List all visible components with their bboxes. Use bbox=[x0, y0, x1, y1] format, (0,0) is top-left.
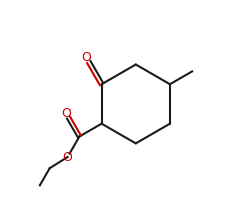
Text: O: O bbox=[61, 107, 71, 120]
Text: O: O bbox=[81, 51, 91, 64]
Text: O: O bbox=[62, 151, 72, 164]
